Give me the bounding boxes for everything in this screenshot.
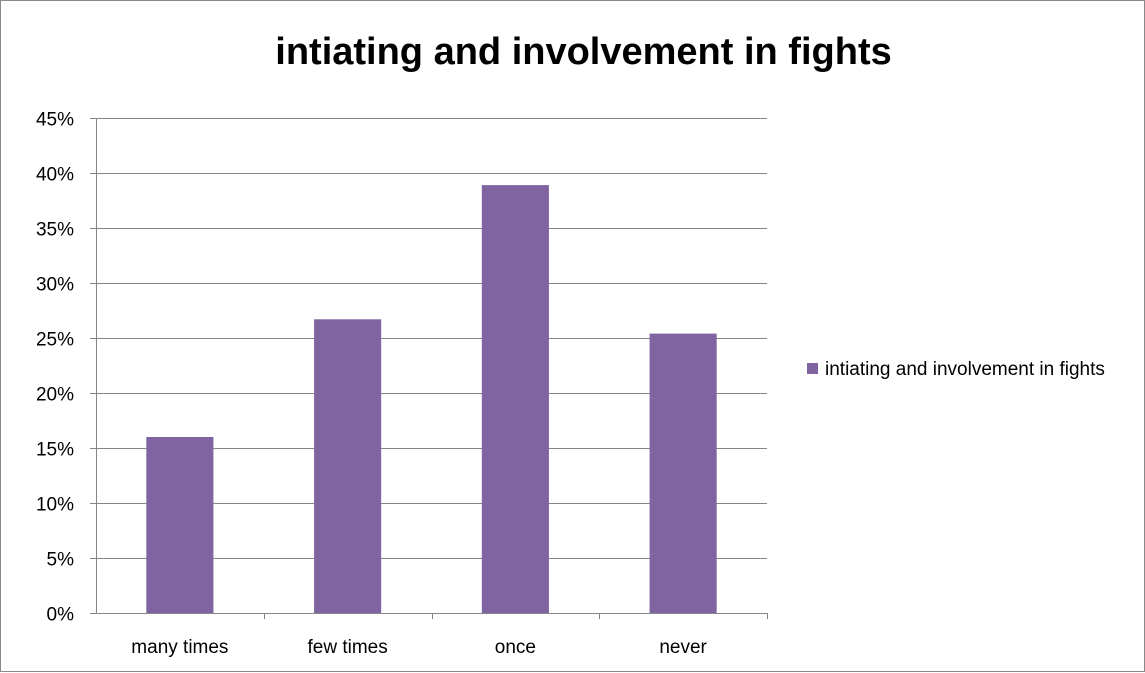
y-tick-label: 20% xyxy=(36,385,74,406)
y-tick-label: 45% xyxy=(36,110,74,131)
x-tick-label: few times xyxy=(308,637,388,658)
x-tick-label: never xyxy=(659,637,707,658)
y-tick-label: 40% xyxy=(36,165,74,186)
y-tick-label: 25% xyxy=(36,330,74,351)
axes xyxy=(90,118,768,619)
bars xyxy=(146,185,717,613)
bar xyxy=(314,319,382,613)
x-tick-label: once xyxy=(495,637,536,658)
legend-swatch xyxy=(807,363,818,374)
bar xyxy=(146,437,214,613)
y-tick-label: 15% xyxy=(36,440,74,461)
x-tick-label: many times xyxy=(131,637,228,658)
y-tick-label: 30% xyxy=(36,275,74,296)
y-tick-label: 10% xyxy=(36,495,74,516)
bar xyxy=(649,333,717,613)
legend: intiating and involvement in fights xyxy=(807,357,1137,383)
y-tick-label: 35% xyxy=(36,220,74,241)
y-tick-label: 0% xyxy=(47,605,75,626)
chart-title: intiating and involvement in fights xyxy=(275,31,892,73)
y-tick-label: 5% xyxy=(47,550,75,571)
tick-labels: 0% 5% 10% 15% 20% 25% 30% 35% 40% 45% many times fe… xyxy=(36,110,708,659)
legend-label: intiating and involvement in fights xyxy=(825,359,1105,380)
bar xyxy=(481,185,549,613)
